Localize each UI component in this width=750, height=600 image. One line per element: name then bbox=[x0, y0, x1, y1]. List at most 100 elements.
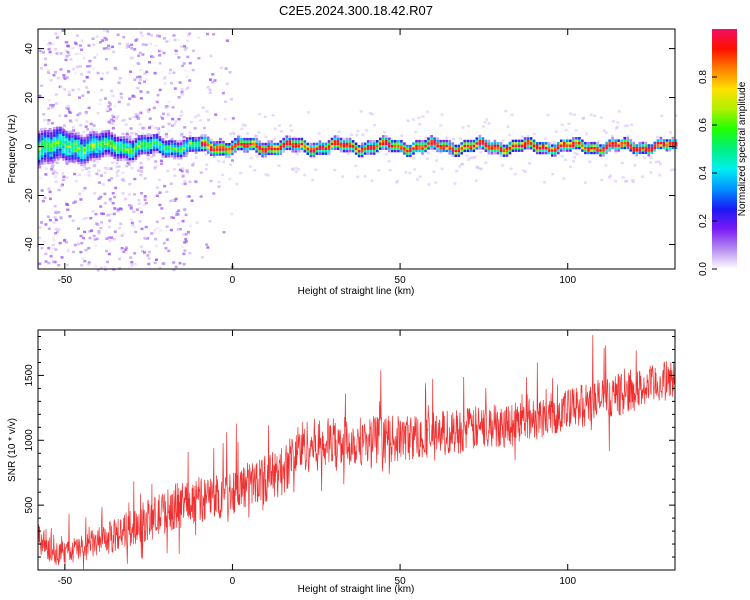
heatmap-cell bbox=[200, 256, 204, 259]
heatmap-cell bbox=[167, 254, 171, 258]
heatmap-cell bbox=[47, 139, 50, 143]
heatmap-cell bbox=[113, 154, 116, 157]
heatmap-cell bbox=[185, 195, 189, 199]
heatmap-cell bbox=[67, 110, 71, 113]
heatmap-cell bbox=[128, 265, 132, 269]
heatmap-cell bbox=[232, 132, 236, 136]
heatmap-cell bbox=[105, 260, 109, 264]
heatmap-cell bbox=[181, 174, 185, 177]
heatmap-cell bbox=[210, 143, 213, 147]
heatmap-cell bbox=[177, 209, 181, 212]
heatmap-cell bbox=[104, 149, 107, 153]
heatmap-cell bbox=[532, 132, 536, 136]
heatmap-cell bbox=[95, 135, 98, 139]
heatmap-cell bbox=[421, 147, 424, 150]
heatmap-cell bbox=[62, 140, 65, 144]
heatmap-cell bbox=[182, 233, 185, 236]
heatmap-cell bbox=[61, 29, 65, 32]
heatmap-cell bbox=[375, 147, 379, 150]
heatmap-cell bbox=[148, 117, 152, 120]
heatmap-cell bbox=[197, 149, 201, 152]
heatmap-cell bbox=[430, 139, 433, 143]
heatmap-cell bbox=[92, 124, 96, 127]
heatmap-cell bbox=[394, 140, 397, 143]
heatmap-cell bbox=[110, 154, 113, 157]
heatmap-cell bbox=[529, 142, 533, 145]
heatmap-cell bbox=[264, 142, 267, 146]
heatmap-cell bbox=[143, 80, 146, 83]
heatmap-cell bbox=[243, 147, 246, 151]
heatmap-cell bbox=[222, 148, 225, 151]
heatmap-cell bbox=[611, 136, 614, 140]
heatmap-cell bbox=[44, 127, 47, 131]
heatmap-cell bbox=[183, 249, 187, 252]
heatmap-cell bbox=[72, 201, 76, 204]
heatmap-cell bbox=[146, 136, 150, 140]
heatmap-cell bbox=[59, 155, 62, 159]
heatmap-cell bbox=[641, 175, 645, 178]
heatmap-cell bbox=[107, 252, 111, 256]
heatmap-cell bbox=[69, 120, 73, 124]
heatmap-cell bbox=[63, 52, 67, 55]
heatmap-cell bbox=[148, 71, 152, 74]
heatmap-cell bbox=[113, 146, 116, 150]
heatmap-cell bbox=[185, 151, 189, 155]
heatmap-cell bbox=[99, 132, 103, 135]
heatmap-cell bbox=[174, 213, 178, 216]
heatmap-cell bbox=[303, 173, 307, 177]
heatmap-cell bbox=[258, 140, 261, 143]
heatmap-cell bbox=[107, 105, 111, 108]
heatmap-cell bbox=[176, 154, 180, 158]
heatmap-cell bbox=[180, 132, 184, 136]
heatmap-cell bbox=[59, 68, 63, 71]
heatmap-cell bbox=[330, 140, 334, 143]
heatmap-cell bbox=[605, 149, 608, 152]
heatmap-cell bbox=[211, 80, 215, 84]
heatmap-cell bbox=[596, 141, 599, 145]
heatmap-cell bbox=[108, 219, 112, 222]
heatmap-cell bbox=[149, 125, 153, 128]
heatmap-cell bbox=[51, 104, 55, 107]
heatmap-cell bbox=[152, 143, 156, 147]
heatmap-cell bbox=[54, 248, 58, 251]
heatmap-cell bbox=[191, 141, 195, 145]
heatmap-cell bbox=[485, 118, 489, 121]
heatmap-cell bbox=[391, 149, 394, 153]
heatmap-cell bbox=[44, 173, 48, 176]
heatmap-cell bbox=[614, 144, 617, 147]
heatmap-cell bbox=[557, 144, 560, 147]
heatmap-cell bbox=[544, 149, 548, 152]
heatmap-cell bbox=[451, 152, 454, 155]
heatmap-cell bbox=[213, 150, 216, 154]
heatmap-cell bbox=[127, 204, 131, 207]
heatmap-cell bbox=[86, 156, 89, 159]
heatmap-cell bbox=[282, 140, 285, 143]
heatmap-cell bbox=[445, 147, 448, 150]
heatmap-cell bbox=[341, 175, 345, 178]
heatmap-cell bbox=[439, 151, 443, 154]
heatmap-cell bbox=[41, 130, 44, 133]
heatmap-cell bbox=[188, 146, 192, 150]
heatmap-cell bbox=[261, 150, 264, 153]
heatmap-cell bbox=[181, 167, 185, 170]
heatmap-cell bbox=[213, 146, 216, 149]
heatmap-cell bbox=[436, 144, 439, 148]
heatmap-cell bbox=[165, 190, 169, 194]
heatmap-cell bbox=[80, 159, 83, 162]
heatmap-cell bbox=[143, 142, 147, 145]
heatmap-cell bbox=[180, 245, 184, 248]
heatmap-cell bbox=[300, 150, 304, 153]
heatmap-cell bbox=[120, 96, 123, 99]
heatmap-cell bbox=[448, 144, 451, 148]
heatmap-cell bbox=[130, 263, 134, 267]
heatmap-cell bbox=[584, 144, 587, 147]
heatmap-cell bbox=[149, 146, 153, 149]
heatmap-cell bbox=[336, 137, 340, 141]
heatmap-cell bbox=[366, 147, 370, 150]
heatmap-cell bbox=[451, 144, 454, 148]
heatmap-cell bbox=[599, 149, 602, 152]
heatmap-cell bbox=[238, 135, 242, 138]
heatmap-cell bbox=[116, 144, 120, 147]
heatmap-cell bbox=[472, 139, 476, 143]
